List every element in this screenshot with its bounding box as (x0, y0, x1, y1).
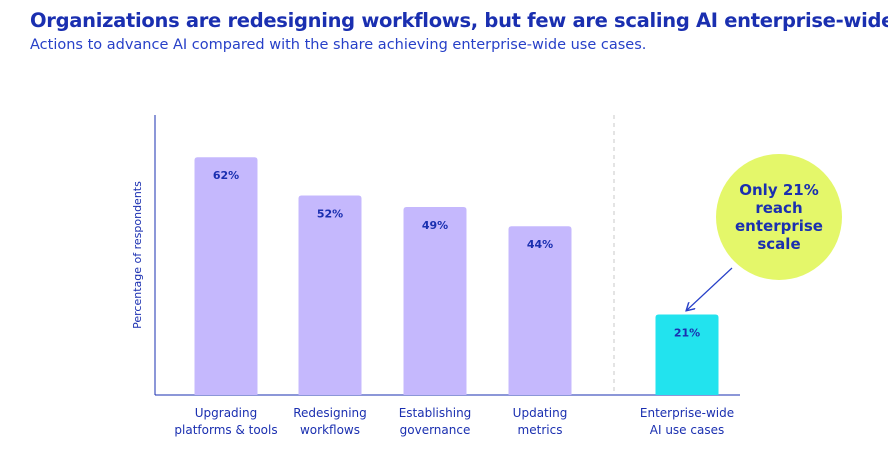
data-label-0: 62% (213, 169, 239, 182)
bar-2 (403, 207, 467, 395)
data-label-1: 52% (317, 208, 343, 221)
category-label-1: Redesigning workflows (293, 406, 367, 437)
bar-1 (298, 195, 362, 395)
category-label-0: Upgrading platforms & tools (174, 406, 277, 437)
chart-subtitle: Actions to advance AI compared with the … (30, 37, 647, 53)
chart-title: Organizations are redesigning workflows,… (30, 9, 888, 32)
callout-circle (716, 154, 842, 280)
callout-arrow (687, 267, 733, 310)
bar-4 (655, 314, 719, 395)
y-axis-label: Percentage of respondents (131, 181, 144, 329)
category-label-3: Updating metrics (513, 406, 568, 437)
bar-0 (194, 157, 258, 395)
data-label-3: 44% (527, 238, 553, 251)
callout-bubble: Only 21% reach enterprise scale (687, 154, 842, 310)
category-label-4: Enterprise-wide AI use cases (640, 406, 734, 437)
data-label-2: 49% (422, 219, 448, 232)
category-label-2: Establishing governance (399, 406, 472, 437)
bar-3 (508, 226, 572, 395)
data-label-4: 21% (674, 326, 700, 339)
callout-text: Only 21% reach enterprise scale (735, 181, 823, 253)
